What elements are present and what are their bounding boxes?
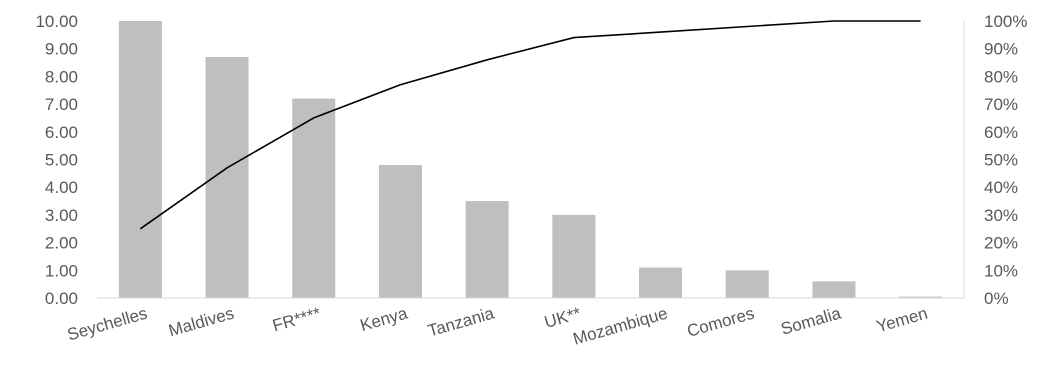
bar	[725, 270, 769, 298]
category-label: Yemen	[874, 304, 930, 337]
category-label: Comores	[685, 304, 757, 341]
left-tick-label: 9.00	[45, 40, 78, 59]
left-tick-label: 2.00	[45, 234, 78, 253]
left-tick-label: 6.00	[45, 123, 78, 142]
left-tick-label: 1.00	[45, 261, 78, 280]
bar	[378, 165, 422, 298]
bar	[465, 201, 509, 298]
left-tick-label: 0.00	[45, 289, 78, 308]
bar	[812, 281, 856, 298]
left-tick-label: 5.00	[45, 151, 78, 170]
right-tick-label: 80%	[984, 67, 1018, 86]
left-axis-ticks: 0.00 1.00 2.00 3.00 4.00 5.00 6.00 7.00 8.00 9.00…	[35, 12, 78, 308]
right-tick-label: 30%	[984, 206, 1018, 225]
right-tick-label: 40%	[984, 178, 1018, 197]
bars	[118, 21, 943, 299]
right-tick-label: 60%	[984, 123, 1018, 142]
category-label: FR****	[270, 303, 323, 335]
category-label: Mozambique	[571, 304, 670, 349]
bar	[292, 98, 336, 298]
category-labels: Seychelles Maldives FR**** Kenya Tanzania UK*…	[65, 303, 930, 348]
left-tick-label: 8.00	[45, 67, 78, 86]
right-tick-label: 70%	[984, 95, 1018, 114]
category-label: Tanzania	[426, 303, 497, 340]
bar	[639, 267, 683, 298]
bar	[899, 296, 943, 298]
right-tick-label: 20%	[984, 234, 1018, 253]
category-label: Maldives	[166, 304, 236, 341]
right-tick-label: 90%	[984, 40, 1018, 59]
category-label: Kenya	[358, 303, 410, 335]
left-tick-label: 10.00	[35, 12, 78, 31]
right-tick-label: 0%	[984, 289, 1009, 308]
right-tick-label: 100%	[984, 12, 1027, 31]
cumulative-line	[139, 20, 921, 230]
bar	[118, 21, 162, 298]
left-tick-label: 7.00	[45, 95, 78, 114]
right-axis-ticks: 0% 10% 20% 30% 40% 50% 60% 70% 80% 90% 100%	[984, 12, 1027, 308]
bar	[552, 214, 596, 298]
right-tick-label: 50%	[984, 151, 1018, 170]
category-label: Seychelles	[65, 304, 149, 345]
left-tick-label: 3.00	[45, 206, 78, 225]
category-label: Somalia	[779, 303, 844, 338]
right-tick-label: 10%	[984, 261, 1018, 280]
left-tick-label: 4.00	[45, 178, 78, 197]
